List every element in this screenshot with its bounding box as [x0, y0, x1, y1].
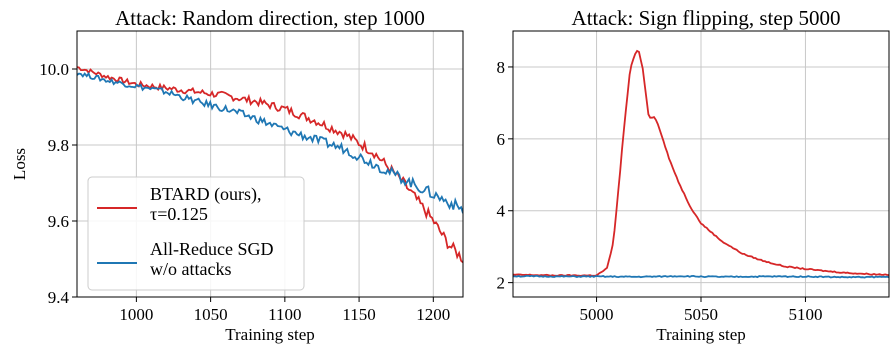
y-tick-label: 10.0	[39, 60, 69, 79]
series-line-all-reduce-sgd	[77, 71, 463, 214]
y-tick-label: 6	[497, 130, 506, 149]
chart-random-direction: Attack: Random direction, step 1000 1000…	[10, 6, 464, 344]
chart-title: Attack: Sign flipping, step 5000	[572, 6, 841, 30]
legend-label: w/o attacks	[150, 259, 231, 279]
legend-label: BTARD (ours),	[150, 184, 262, 205]
series-line-btard	[513, 49, 889, 277]
y-axis-label: Loss	[10, 148, 29, 180]
series-line-all-reduce-sgd	[513, 274, 889, 279]
y-tick-label: 2	[497, 274, 506, 293]
x-axis-label: Training step	[225, 325, 315, 344]
legend-label: All-Reduce SGD	[150, 239, 273, 259]
x-tick-label: 5050	[684, 305, 718, 324]
x-tick-label: 1150	[342, 305, 375, 324]
chart-title: Attack: Random direction, step 1000	[115, 6, 425, 30]
x-tick-label: 5100	[788, 305, 822, 324]
x-tick-label: 5000	[580, 305, 614, 324]
chart-sign-flipping: Attack: Sign flipping, step 5000 5000 505…	[497, 6, 890, 344]
legend-box	[87, 176, 305, 291]
x-tick-label: 1100	[268, 305, 301, 324]
plot-frame	[76, 30, 464, 298]
x-tick-label: 1050	[194, 305, 228, 324]
y-tick-label: 9.4	[48, 288, 70, 307]
x-tick-label: 1200	[416, 305, 450, 324]
x-tick-label: 1000	[119, 305, 153, 324]
y-tick-label: 9.8	[48, 136, 69, 155]
y-tick-label: 4	[497, 202, 506, 221]
legend-label: τ=0.125	[150, 204, 208, 224]
y-tick-label: 8	[497, 58, 506, 77]
y-tick-label: 9.6	[48, 212, 69, 231]
x-axis-label: Training step	[656, 325, 746, 344]
